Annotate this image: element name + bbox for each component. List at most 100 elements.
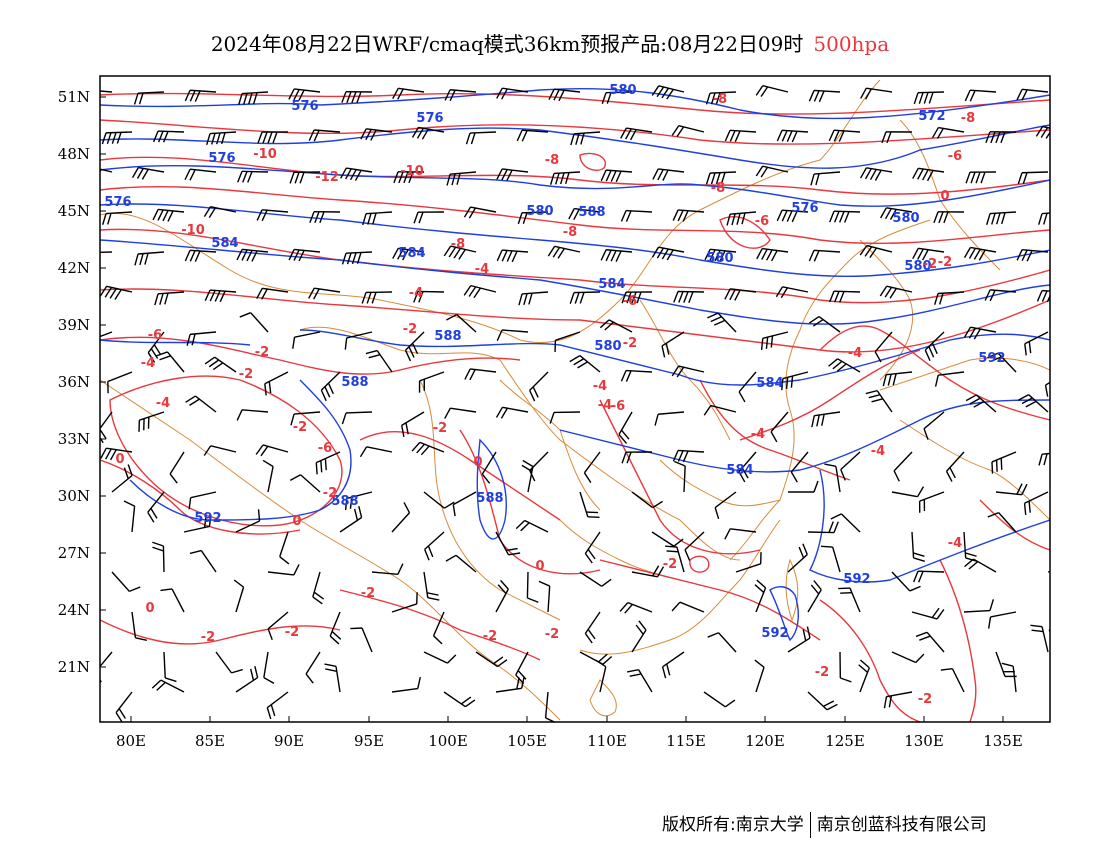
wind-barb [308,287,341,300]
wind-barb [464,368,497,381]
temperature-label: 0 [115,452,124,467]
wind-barb [620,369,653,382]
temperature-label: -12 [315,170,339,185]
temperature-label: -8 [545,153,559,168]
wind-barb [880,207,913,220]
wind-barb [631,491,663,509]
wind-barb [1068,685,1096,715]
temperature-label: -6 [623,294,637,309]
lon-tick-label: 135E [983,732,1023,750]
wind-barb [839,651,852,683]
temperature-label: -2 [545,627,559,642]
wind-barb [945,451,965,482]
wind-barb [874,331,893,363]
geopotential-label: 584 [398,246,425,261]
temperature-label: -4 [848,346,862,361]
wind-barb [423,571,440,601]
wind-barb [754,579,767,613]
lon-tick-label: 80E [116,732,146,750]
wind-barb [775,286,809,299]
wind-barb [673,290,705,303]
wind-barb [100,285,133,300]
temperature-label: -4 [871,444,885,459]
geopotential-label: 588 [578,205,605,220]
wind-barb [770,411,789,443]
wind-barb [475,651,508,668]
wind-barb [309,211,341,224]
wind-barb [183,514,212,533]
geopotential-label: 584 [598,277,625,292]
wind-barb [600,249,633,262]
wind-barb [964,558,997,573]
wind-barb [808,249,841,262]
wind-barb [279,531,290,565]
wind-barb [705,171,737,185]
temperature-label: 0 [940,189,949,204]
wind-barb [703,404,737,416]
wind-barb [934,371,965,387]
wind-barb [215,651,243,674]
wind-barb [255,444,289,457]
wind-barb [203,205,237,218]
wind-barb [913,91,945,105]
wind-barb [987,511,1017,533]
wind-barb [185,395,217,413]
wind-barb [599,319,633,333]
temperature-label: -4 [475,262,489,277]
wind-barb [995,483,1028,496]
wind-barb [1016,88,1049,101]
footer-separator [809,812,811,838]
lat-tick-label: 27N [58,544,90,562]
wind-barb [236,248,269,262]
plot-frame [99,75,1051,723]
temperature-label: -2 [923,257,937,272]
lat-tick-label: 24N [58,601,90,619]
wind-barb [987,352,1017,373]
wind-barb [724,288,757,301]
geopotential-label: 576 [791,201,818,216]
wind-barb [262,459,274,493]
geopotential-label: 576 [208,151,235,166]
lat-tick-label: 33N [58,430,90,448]
wind-barb [362,211,393,226]
wind-barb [465,131,497,145]
wind-barb [810,171,841,186]
wind-barb [735,552,762,573]
wind-barb [776,129,809,143]
wind-barb [671,124,705,137]
wind-barb [912,167,945,182]
wind-barb [828,129,861,142]
lon-tick-label: 110E [587,732,627,750]
temperature-label: -6 [148,328,162,343]
wind-barb [707,632,737,653]
title-pressure-level: 500hpa [813,32,890,56]
temperature-label: -2 [815,665,829,680]
wind-barb [787,626,811,653]
wind-barb [965,394,997,413]
temperature-label: -2 [361,586,375,601]
wind-barb [515,519,549,533]
wind-barb [991,451,1017,474]
wind-barb [1017,171,1049,185]
lat-tick-label: 30N [58,487,90,505]
lon-tick-label: 130E [904,732,944,750]
geopotential-label: 584 [211,236,238,251]
wind-barb [289,171,321,184]
wind-barb [446,313,477,333]
wind-barb [312,571,325,605]
wind-barb [652,168,685,181]
wind-barb [100,251,113,254]
wind-barb [714,491,737,520]
wind-barb [808,89,841,103]
wind-barb [807,521,839,534]
wind-barb [392,87,425,100]
temperature-label: 0 [535,559,544,574]
wind-barb [452,491,477,517]
temperature-label: 0 [292,514,301,529]
wind-barb [859,244,893,259]
wind-barb [404,331,425,362]
wind-barb [184,89,217,102]
lon-tick-label: 85E [195,732,225,750]
temperature-label: -10 [400,164,424,179]
wind-barb [891,651,925,664]
